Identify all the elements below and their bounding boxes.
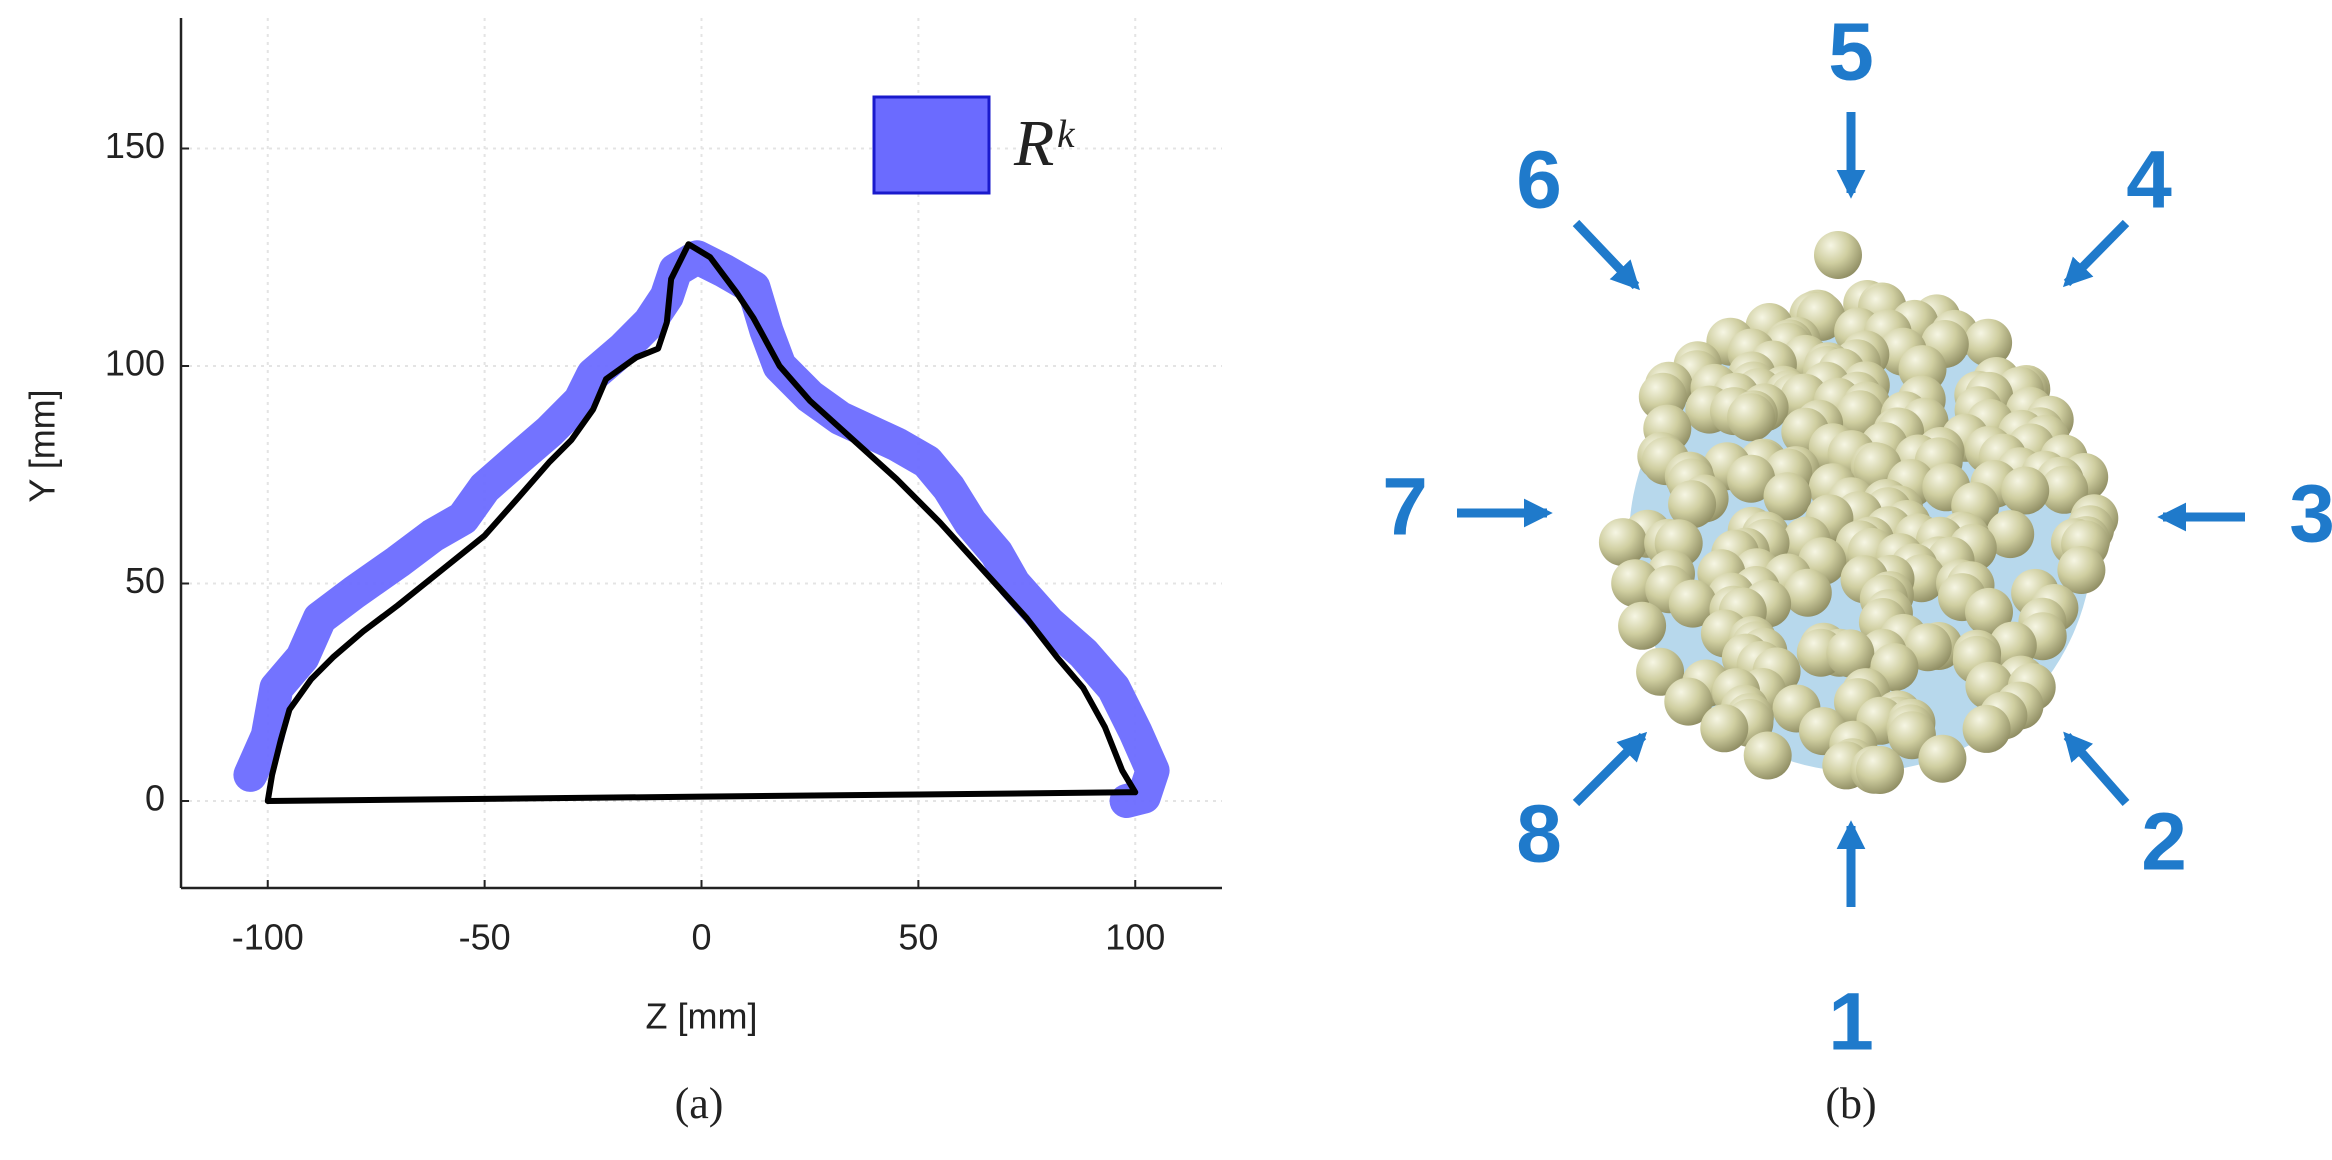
particle <box>2040 465 2089 514</box>
x-tick-label: 0 <box>691 917 711 958</box>
x-tick-label: 50 <box>898 917 938 958</box>
direction-label: 5 <box>1828 7 1874 98</box>
direction-label: 1 <box>1828 977 1874 1068</box>
panel-label: (a) <box>675 1079 724 1128</box>
x-tick-label: 100 <box>1105 917 1165 958</box>
particle <box>1727 454 1776 503</box>
particle <box>1962 704 2011 753</box>
y-axis-label: Y [mm] <box>22 389 63 502</box>
particle <box>1763 472 1812 521</box>
particle <box>1964 318 2013 367</box>
y-tick-label: 50 <box>125 560 165 601</box>
particle <box>1700 704 1749 753</box>
y-tick-label: 150 <box>105 125 165 166</box>
legend-swatch <box>872 95 991 195</box>
particle <box>1814 231 1862 279</box>
arrow <box>2063 731 2130 806</box>
direction-label: 6 <box>1516 135 1562 226</box>
particle <box>1618 601 1667 650</box>
arrow <box>1572 731 1648 807</box>
particle <box>1664 677 1713 726</box>
x-tick-label: -100 <box>232 917 304 958</box>
particle <box>1743 731 1792 780</box>
particle <box>1965 587 2013 636</box>
x-tick-label: -50 <box>459 917 511 958</box>
plot-a: -100 -50 0 50 100 0 50 100 150 Z [mm] Y [mm] Rᵏ <box>22 18 1222 1037</box>
particle <box>1918 734 1967 783</box>
particle <box>1826 629 1875 678</box>
particle <box>2001 466 2050 515</box>
particle <box>1668 480 1717 529</box>
direction-label: 7 <box>1382 462 1428 553</box>
direction-label: 8 <box>1516 789 1562 880</box>
particle <box>1598 518 1647 567</box>
particle <box>2057 546 2106 594</box>
particle <box>1986 510 2035 559</box>
particle <box>1856 746 1904 794</box>
particle <box>1668 579 1717 628</box>
particle-cluster <box>1598 231 2119 794</box>
y-tick-label: 100 <box>105 343 165 384</box>
direction-label: 4 <box>2126 135 2172 226</box>
particle <box>1636 647 1685 696</box>
direction-label: 3 <box>2289 469 2332 560</box>
boundary-line <box>264 241 1139 804</box>
x-axis-label: Z [mm] <box>646 996 758 1037</box>
legend-label: Rᵏ <box>1013 107 1075 180</box>
region-band <box>233 240 1170 818</box>
particle <box>1783 568 1832 617</box>
direction-arrows: 1 2 3 4 5 6 7 8 <box>1382 7 2332 1068</box>
arrow <box>2062 219 2130 288</box>
direction-label: 2 <box>2141 797 2187 888</box>
arrow <box>1572 219 1640 291</box>
y-tick-label: 0 <box>145 778 165 819</box>
panel-label: (b) <box>1825 1079 1876 1128</box>
particle <box>1727 393 1776 442</box>
